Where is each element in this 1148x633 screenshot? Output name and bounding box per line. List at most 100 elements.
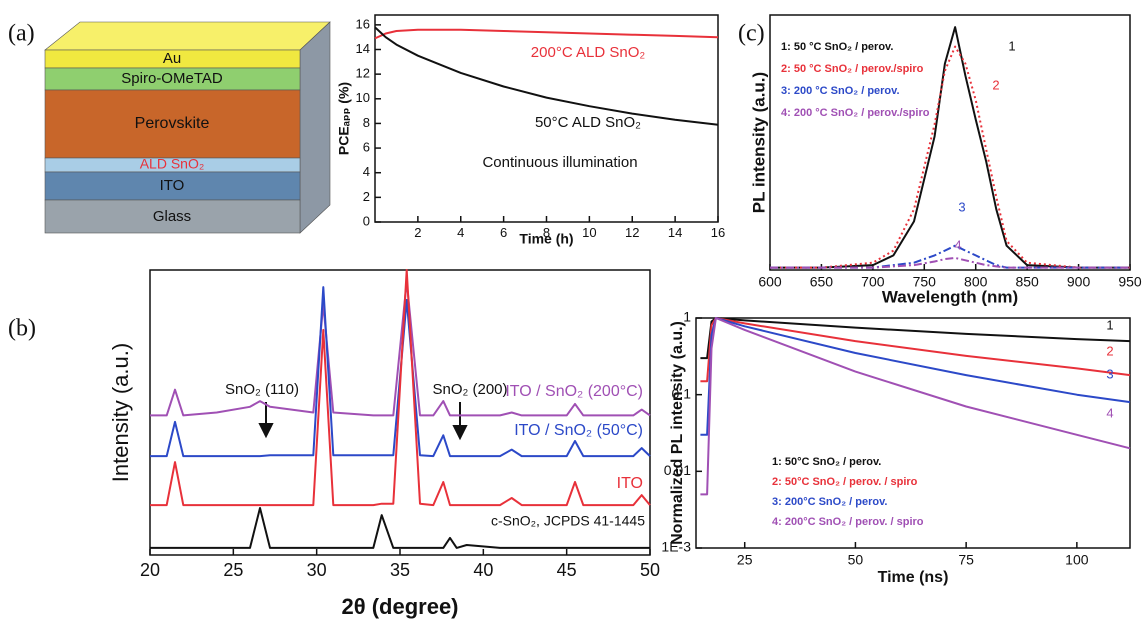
- x-tick-label: 50: [848, 551, 864, 567]
- series-line: [770, 244, 1130, 269]
- series-line: [150, 507, 650, 549]
- device-stack: [44, 21, 331, 234]
- x-tick-label: 650: [810, 273, 834, 289]
- x-tick-label: 25: [223, 560, 243, 580]
- y-tick-label: 8: [363, 115, 370, 130]
- x-tick-label: 600: [758, 273, 782, 289]
- curve-label: 2: [992, 77, 999, 92]
- x-tick-label: 4: [457, 225, 464, 240]
- series-label: 50°C ALD SnO₂: [535, 114, 641, 131]
- plot-frame: [769, 14, 1131, 271]
- series-label: c-SnO₂, JCPDS 41-1445: [491, 513, 645, 529]
- series-label: ITO / SnO₂ (200°C): [505, 383, 643, 400]
- series-line: [770, 45, 1130, 269]
- y-axis-label: Intensity (a.u.): [108, 343, 133, 482]
- x-axis-label: Time (ns): [878, 569, 949, 586]
- layer-label: Au: [163, 50, 181, 67]
- series-label: ITO / SnO₂ (50°C): [514, 422, 643, 439]
- x-tick-label: 6: [500, 225, 507, 240]
- legend-entry: 4: 200°C SnO₂ / perov. / spiro: [772, 516, 924, 528]
- x-tick-label: 35: [390, 560, 410, 580]
- arrow-head: [258, 423, 274, 439]
- legend-entry: 3: 200°C SnO₂ / perov.: [772, 496, 887, 508]
- x-tick-label: 750: [913, 273, 937, 289]
- layer-label: Glass: [153, 208, 191, 225]
- y-tick-label: 0.01: [664, 462, 691, 478]
- curve-label: 3: [958, 199, 965, 214]
- annotation: Continuous illumination: [482, 154, 637, 171]
- arrow-head: [452, 425, 468, 441]
- series-label: ITO: [617, 475, 643, 492]
- y-tick-label: 4: [363, 164, 370, 179]
- curve-label: 2: [1106, 343, 1113, 358]
- layer-label: ALD SnO₂: [140, 156, 205, 172]
- curve-label: 4: [954, 237, 961, 252]
- series-line: [770, 256, 1130, 269]
- series-line: [770, 26, 1130, 269]
- y-axis-label: PCEₐₚₚ (%): [336, 82, 352, 155]
- x-tick-label: 2: [414, 225, 421, 240]
- x-axis-label: Time (h): [519, 231, 573, 247]
- legend-entry: 2: 50°C SnO₂ / perov. / spiro: [772, 476, 918, 488]
- legend-entry: 4: 200 °C SnO₂ / perov./spiro: [781, 107, 930, 119]
- series-line: [700, 317, 1131, 360]
- layer-side: [299, 21, 331, 234]
- y-tick-label: 1E-3: [661, 539, 691, 555]
- x-tick-label: 800: [964, 273, 988, 289]
- y-tick-label: 10: [356, 90, 370, 105]
- series-line: [700, 317, 1131, 436]
- x-tick-label: 40: [473, 560, 493, 580]
- plot-frame: [695, 317, 1131, 549]
- y-tick-label: 6: [363, 140, 370, 155]
- y-tick-label: 0.1: [672, 385, 692, 401]
- arrows: [258, 402, 468, 441]
- series-line: [150, 280, 651, 417]
- x-axis-label: 2θ (degree): [341, 594, 458, 619]
- x-tick-label: 20: [140, 560, 160, 580]
- curve-label: 1: [1106, 317, 1113, 332]
- y-axis-label: PL intensity (a.u.): [749, 72, 768, 213]
- x-tick-label: 30: [307, 560, 327, 580]
- layer-top: [44, 21, 331, 51]
- panel-label: (a): [8, 21, 35, 47]
- x-tick-label: 12: [625, 225, 639, 240]
- y-tick-label: 0: [363, 213, 370, 228]
- series-line: [374, 28, 719, 40]
- x-axis-label: Wavelength (nm): [882, 287, 1018, 306]
- curve-label: 1: [1008, 38, 1015, 53]
- x-tick-label: 14: [668, 225, 682, 240]
- x-tick-label: 900: [1067, 273, 1091, 289]
- panel-label: (b): [8, 316, 36, 342]
- x-tick-label: 16: [711, 225, 725, 240]
- annotation: SnO₂ (110): [225, 381, 299, 398]
- x-tick-label: 950: [1118, 273, 1142, 289]
- x-tick-label: 75: [958, 551, 974, 567]
- legend-entry: 1: 50 °C SnO₂ / perov.: [781, 41, 893, 53]
- x-tick-label: 45: [557, 560, 577, 580]
- panel-label: (c): [738, 21, 765, 47]
- x-tick-label: 10: [582, 225, 596, 240]
- layer-glass: [44, 199, 301, 234]
- series-line: [374, 26, 719, 126]
- x-tick-label: 850: [1015, 273, 1039, 289]
- x-tick-label: 8: [543, 225, 550, 240]
- y-tick-label: 12: [356, 66, 370, 81]
- series-label: 200°C ALD SnO₂: [531, 44, 646, 61]
- series-line: [700, 317, 1131, 383]
- x-tick-label: 25: [737, 551, 753, 567]
- y-tick-label: 16: [356, 16, 370, 31]
- legend-entry: 1: 50°C SnO₂ / perov.: [772, 456, 881, 468]
- y-axis-label: Normalized PL intensity (a.u.): [669, 321, 686, 545]
- layer-label: Spiro-OMeTAD: [121, 70, 223, 87]
- layer-label: ITO: [160, 177, 185, 194]
- layer-perovskite: [44, 89, 301, 159]
- curve-label: 4: [1106, 405, 1113, 420]
- legend-entry: 3: 200 °C SnO₂ / perov.: [781, 85, 900, 97]
- series-line: [700, 317, 1131, 496]
- y-tick-label: 2: [363, 189, 370, 204]
- legend-entry: 2: 50 °C SnO₂ / perov./spiro: [781, 63, 924, 75]
- annotation: SnO₂ (200): [432, 381, 507, 398]
- y-tick-label: 1: [683, 309, 691, 325]
